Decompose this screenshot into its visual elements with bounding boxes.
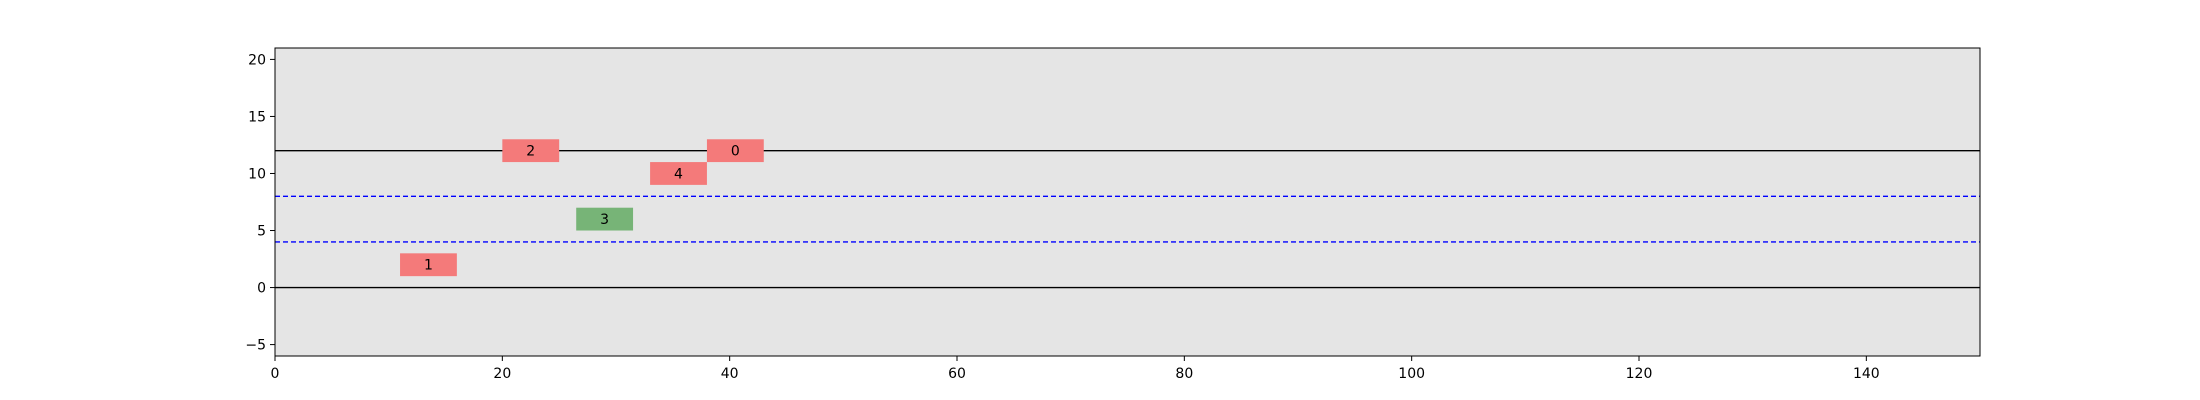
x-tick-label: 40: [721, 366, 739, 382]
y-tick-label: 15: [248, 109, 266, 125]
y-tick-label: 5: [257, 224, 266, 240]
y-tick-label: 0: [257, 281, 266, 297]
y-tick-label: 20: [248, 52, 266, 68]
box-rect: [650, 162, 707, 185]
box-label: 2: [526, 144, 535, 160]
plot-frame: [274, 47, 1981, 357]
y-tick-label: 10: [248, 166, 266, 182]
box-rect: [400, 253, 457, 277]
x-tick-label: 0: [271, 366, 280, 382]
x-tick-label: 100: [1398, 366, 1425, 382]
x-tick-label: 120: [1626, 366, 1653, 382]
box-label: 3: [600, 212, 609, 228]
box-4: 4: [650, 162, 707, 185]
box-0: 0: [706, 139, 764, 163]
plot-area: [275, 48, 1980, 356]
box-rect: [706, 139, 764, 163]
x-tick-label: 20: [493, 366, 511, 382]
box-2: 2: [502, 139, 560, 163]
box-rect: [576, 207, 634, 231]
box-label: 0: [731, 144, 740, 160]
x-tick-label: 60: [948, 366, 966, 382]
box-label: 1: [424, 258, 433, 274]
y-tick-label: −5: [245, 338, 266, 354]
box-label: 4: [674, 166, 683, 182]
x-tick-label: 80: [1175, 366, 1193, 382]
x-tick-label: 140: [1853, 366, 1880, 382]
box-3: 3: [576, 207, 634, 231]
box-1: 1: [400, 253, 457, 277]
box-rect: [502, 139, 560, 163]
